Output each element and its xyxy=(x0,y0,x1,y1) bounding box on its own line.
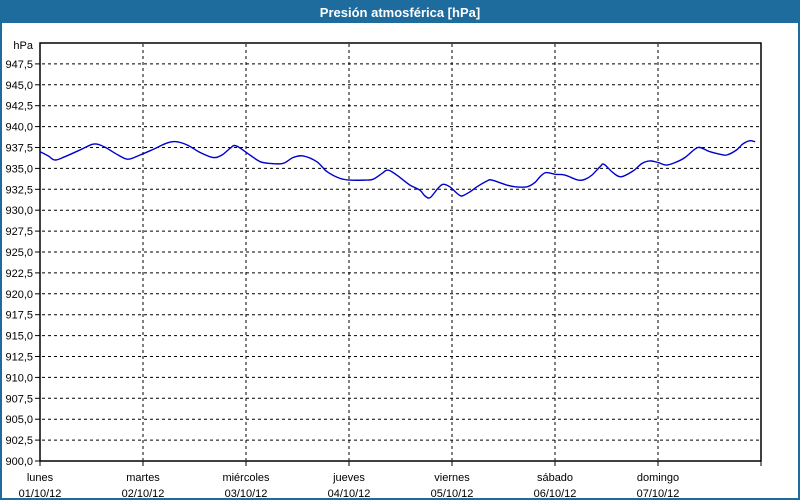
x-ticks xyxy=(39,461,762,466)
y-tick-label: 922,5 xyxy=(5,268,33,280)
day-name-label: jueves xyxy=(332,472,365,484)
day-name-label: viernes xyxy=(434,472,470,484)
y-ticks xyxy=(35,63,40,462)
day-date-label: 02/10/12 xyxy=(122,488,165,498)
day-name-label: domingo xyxy=(637,472,679,484)
y-tick-label: 927,5 xyxy=(5,226,33,238)
day-name-label: martes xyxy=(126,472,160,484)
y-gridlines xyxy=(42,63,760,441)
y-tick-label: 930,0 xyxy=(5,205,33,217)
y-tick-label: 947,5 xyxy=(5,59,33,71)
y-axis-unit-label: hPa xyxy=(13,40,33,52)
day-date-label: 01/10/12 xyxy=(19,488,62,498)
window-title: Presión atmosférica [hPa] xyxy=(319,5,481,20)
y-tick-label: 910,0 xyxy=(5,372,33,384)
day-name-label: lunes xyxy=(27,472,54,484)
day-name-label: miércoles xyxy=(222,472,270,484)
plot-frame xyxy=(39,42,762,462)
y-tick-label: 917,5 xyxy=(5,310,33,322)
day-date-label: 05/10/12 xyxy=(431,488,474,498)
y-tick-label: 907,5 xyxy=(5,393,33,405)
y-tick-labels: 947,5 945,0 942,5 940,0 937,5 935,0 932,5 930,0… xyxy=(5,59,33,468)
day-name-label: sábado xyxy=(537,472,573,484)
pressure-line xyxy=(39,140,756,199)
y-tick-label: 932,5 xyxy=(5,184,33,196)
pressure-chart: 947,5 945,0 942,5 940,0 937,5 935,0 932,5 930,0… xyxy=(5,40,762,498)
y-tick-label: 942,5 xyxy=(5,101,33,113)
y-tick-label: 912,5 xyxy=(5,352,33,364)
day-date-label: 07/10/12 xyxy=(637,488,680,498)
y-tick-label: 915,0 xyxy=(5,331,33,343)
y-tick-label: 920,0 xyxy=(5,289,33,301)
y-tick-label: 940,0 xyxy=(5,122,33,134)
y-tick-label: 935,0 xyxy=(5,163,33,175)
x-gridlines xyxy=(142,44,659,460)
day-date-label: 06/10/12 xyxy=(534,488,577,498)
y-tick-label: 900,0 xyxy=(5,456,33,468)
y-tick-label: 937,5 xyxy=(5,143,33,155)
y-tick-label: 945,0 xyxy=(5,80,33,92)
y-tick-label: 925,0 xyxy=(5,247,33,259)
y-tick-label: 902,5 xyxy=(5,435,33,447)
day-date-label: 04/10/12 xyxy=(328,488,371,498)
day-date-label: 03/10/12 xyxy=(225,488,268,498)
chart-host: 947,5 945,0 942,5 940,0 937,5 935,0 932,5 930,0… xyxy=(2,23,798,498)
y-tick-label: 905,0 xyxy=(5,414,33,426)
title-bar: Presión atmosférica [hPa] xyxy=(2,2,798,23)
x-day-labels: lunes 01/10/12 martes 02/10/12 miércoles 03/1… xyxy=(19,472,680,498)
